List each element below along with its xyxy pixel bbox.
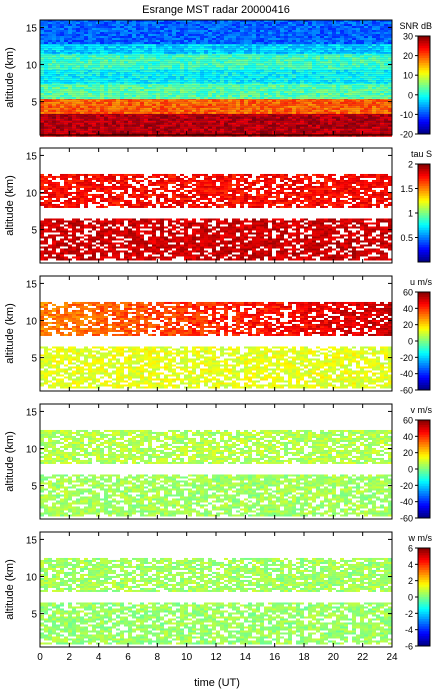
colorbar-tick-label: -60: [400, 386, 413, 396]
x-tick-label: 14: [240, 652, 252, 663]
colorbar-tick-label: -20: [400, 481, 413, 491]
x-tick-label: 6: [125, 652, 131, 663]
y-tick-label: 10: [26, 317, 38, 328]
colorbar-tick-label: 40: [403, 304, 413, 314]
colorbar: tau S2 1.5 1 0.5: [400, 149, 432, 263]
colorbar: v m/s60 40 20 0 -20 -40 -60: [400, 405, 433, 524]
x-tick-label: 12: [210, 652, 222, 663]
x-tick-label: 0: [37, 652, 43, 663]
colorbar-tick-label: 4: [408, 560, 413, 570]
colorbar-label: v m/s: [411, 405, 433, 415]
colorbar-tick-label: 30: [403, 32, 413, 42]
x-tick-label: 8: [155, 652, 161, 663]
colorbar-tick-label: 6: [408, 544, 413, 554]
colorbar-label: SNR dB: [399, 21, 432, 31]
y-tick-label: 10: [26, 189, 38, 200]
y-axis-label: altitude (km): [4, 175, 16, 236]
y-tick-label: 15: [26, 279, 38, 290]
colorbar-tick-label: 0: [408, 337, 413, 347]
y-axis-label: altitude (km): [4, 47, 16, 108]
y-axis-label: altitude (km): [4, 431, 16, 492]
x-tick-label: 24: [386, 652, 398, 663]
x-axis-label: time (UT): [194, 677, 240, 689]
colorbar-frame: [417, 35, 431, 135]
y-tick-label: 5: [31, 98, 37, 109]
colorbar-tick-label: -40: [400, 497, 413, 507]
x-tick-label: 18: [298, 652, 310, 663]
x-tick-label: 4: [96, 652, 102, 663]
y-tick-label: 10: [26, 61, 38, 72]
panel-2: 5 10 15 altitude (km) tau S2 1.5 1 0.5: [4, 147, 432, 264]
y-tick-label: 10: [26, 573, 38, 584]
colorbar-tick-label: -40: [400, 369, 413, 379]
colorbar-tick-label: 2: [408, 160, 413, 170]
colorbar-tick-label: 0.5: [400, 233, 413, 243]
colorbar: w m/s6 4 2 0 -2 -4 -6: [405, 533, 433, 652]
colorbar-tick-label: 0: [408, 465, 413, 475]
y-tick-label: 15: [26, 151, 38, 162]
y-axis-label: altitude (km): [4, 559, 16, 620]
colorbar-tick-label: -20: [400, 353, 413, 363]
colorbar-tick-label: 0: [408, 90, 413, 100]
colorbar-tick-label: 40: [403, 432, 413, 442]
colorbar-tick-label: -4: [405, 625, 413, 635]
heatmap-cells: [40, 20, 392, 137]
colorbar-tick-label: -10: [400, 110, 413, 120]
colorbar-tick-label: 20: [403, 51, 413, 61]
colorbar-tick-label: 0: [408, 593, 413, 603]
y-tick-label: 15: [26, 407, 38, 418]
heatmap-cells: [40, 429, 392, 517]
x-tick-label: 2: [67, 652, 73, 663]
x-tick-label: 22: [357, 652, 369, 663]
colorbar-tick-label: 20: [403, 320, 413, 330]
y-tick-label: 10: [26, 445, 38, 456]
colorbar-tick-label: -60: [400, 514, 413, 524]
y-tick-label: 5: [31, 482, 37, 493]
colorbar-tick-label: -6: [405, 642, 413, 652]
x-tick-label: 16: [269, 652, 281, 663]
heatmap-cells: [40, 301, 392, 389]
colorbar-tick-label: 60: [403, 416, 413, 426]
panel-4: 5 10 15 altitude (km) v m/s60 40 20 0 -20 -40 -60: [4, 403, 433, 524]
y-tick-label: 5: [31, 226, 37, 237]
colorbar-label: w m/s: [408, 533, 433, 543]
colorbar-tick-label: 20: [403, 448, 413, 458]
y-tick-label: 15: [26, 535, 38, 546]
colorbar-tick-label: 1: [408, 209, 413, 219]
heatmap-cells: [40, 557, 392, 645]
y-axis-label: altitude (km): [4, 303, 16, 364]
panel-3: 5 10 15 altitude (km) u m/s60 40 20 0 -20 -40 -60: [4, 275, 433, 396]
colorbar-label: tau S: [411, 149, 432, 159]
colorbar-label: u m/s: [410, 277, 433, 287]
colorbar-tick-label: 1.5: [400, 184, 413, 194]
colorbar-tick-label: 60: [403, 288, 413, 298]
colorbar-tick-label: 2: [408, 576, 413, 586]
figure-title: Esrange MST radar 20000416: [142, 4, 290, 16]
colorbar-tick-label: -2: [405, 609, 413, 619]
x-tick-label: 10: [181, 652, 193, 663]
x-tick-label: 20: [328, 652, 340, 663]
heatmap-cells: [40, 173, 392, 261]
colorbar-tick-label: -20: [400, 130, 413, 140]
colorbar-tick-label: 10: [403, 71, 413, 81]
y-tick-label: 5: [31, 610, 37, 621]
y-tick-label: 15: [26, 23, 38, 34]
colorbar: u m/s60 40 20 0 -20 -40 -60: [400, 277, 433, 396]
y-tick-label: 5: [31, 354, 37, 365]
